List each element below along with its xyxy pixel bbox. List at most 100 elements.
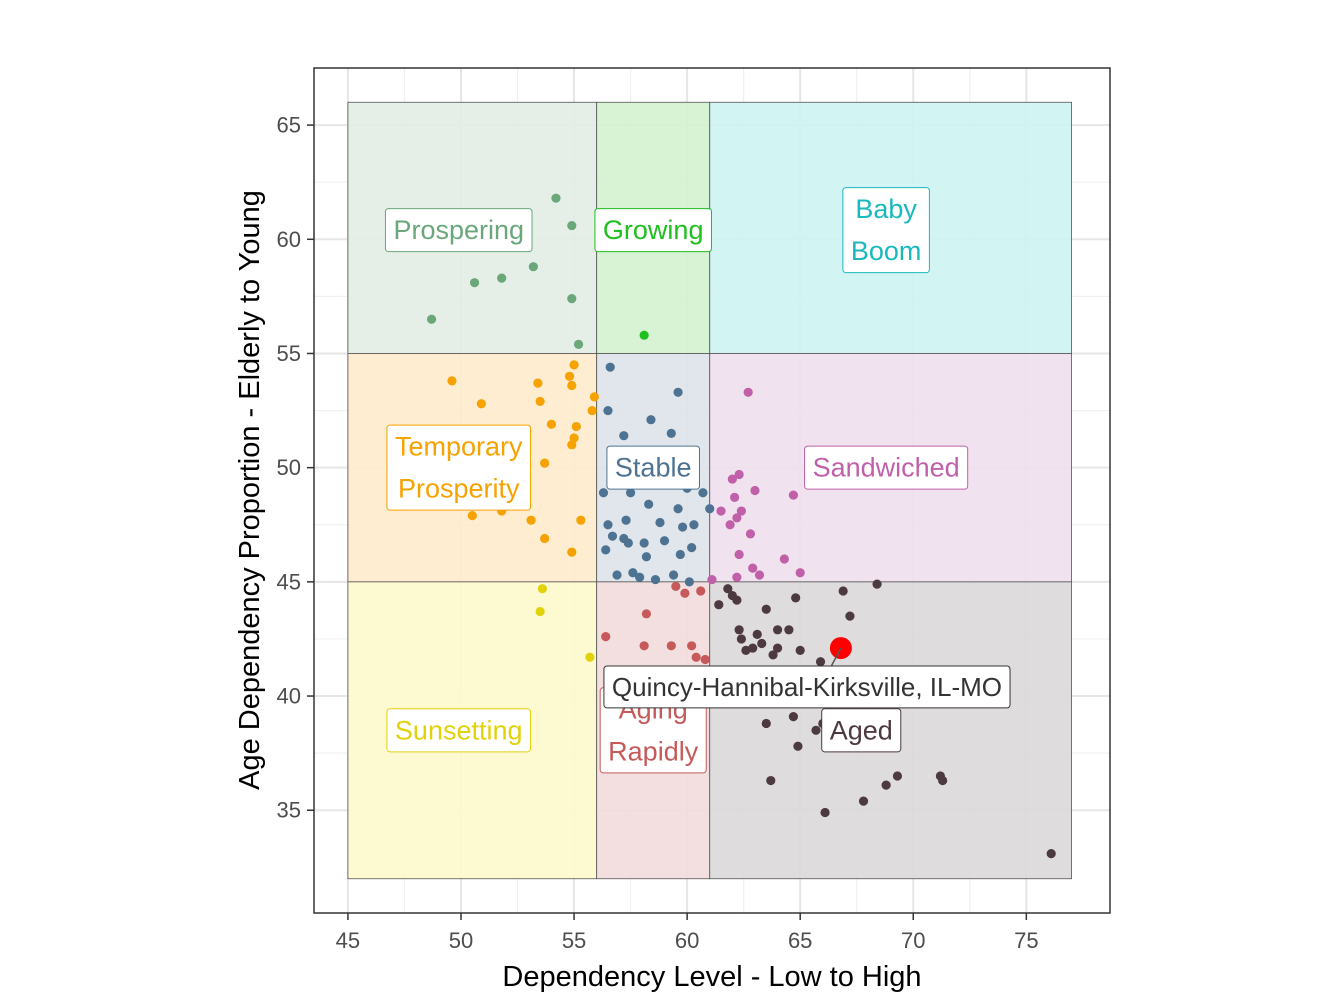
region-label-baby-boom-text: Baby [855,194,917,224]
highlight-label-text: Quincy-Hannibal-Kirksville, IL-MO [612,672,1002,702]
y-tick-label: 55 [277,341,301,366]
point-aged [892,771,903,781]
point-stable [659,536,670,546]
y-tick-label: 45 [277,569,301,594]
x-tick-label: 70 [901,928,925,953]
point-temporary-prosperity [447,376,457,386]
y-tick-label: 50 [277,455,301,480]
point-growing [639,330,649,340]
point-sandwiched [730,492,740,502]
region-label-aged-text: Aged [830,715,893,745]
point-stable [650,574,661,585]
region-label-aged-box [821,708,902,753]
point-stable [603,405,613,416]
x-tick-label: 65 [788,928,812,953]
point-aged [881,780,891,790]
point-sandwiched [748,563,758,573]
x-tick-label: 75 [1014,928,1038,953]
point-temporary-prosperity [569,360,579,370]
region-label-growing-box [594,208,712,253]
point-temporary-prosperity [535,396,545,407]
point-aged [1046,849,1056,859]
point-aged [761,604,771,614]
point-stable [623,538,633,548]
point-aging-rapidly [696,586,706,596]
point-stable [641,552,652,562]
point-aged [768,650,778,660]
x-tick-label: 45 [336,928,360,953]
point-stable [678,522,688,532]
point-temporary-prosperity [540,533,550,544]
point-prospering [567,294,577,304]
region-label-prospering-box [384,208,533,253]
y-tick-label: 60 [277,227,301,252]
x-tick-label: 50 [449,928,473,953]
y-tick-label: 40 [277,684,301,709]
point-stable [673,504,683,514]
region-label-prospering: Prospering [384,208,533,253]
point-aged [795,645,805,655]
point-stable [705,504,715,514]
point-temporary-prosperity [564,371,575,381]
plot-panel-border [313,67,1111,914]
point-aging-rapidly [601,632,611,642]
point-aged [772,625,783,635]
point-prospering [469,278,480,288]
point-sandwiched [716,506,726,516]
point-aged [736,634,746,644]
point-sandwiched [734,469,744,480]
point-aging-rapidly [691,652,701,662]
point-stable [644,499,654,509]
y-tick-label: 65 [277,113,301,138]
region-label-sandwiched: Sandwiched [804,445,969,490]
point-stable [684,577,694,587]
point-temporary-prosperity [567,440,577,450]
point-sandwiched [725,520,735,530]
point-prospering [426,314,437,324]
x-tick-label: 60 [675,928,699,953]
region-label-sunsetting-text: Sunsetting [395,715,523,745]
point-stable [639,538,649,548]
point-stable [698,488,708,498]
point-stable [666,428,676,439]
point-stable [607,531,618,541]
point-temporary-prosperity [476,399,486,409]
point-sandwiched [734,549,744,560]
x-axis-title: Dependency Level - Low to High [502,961,921,993]
point-temporary-prosperity [571,421,581,432]
point-aged [793,741,803,751]
point-prospering [567,220,577,231]
point-aged [791,593,801,603]
point-temporary-prosperity [546,419,557,429]
region-label-prospering-text: Prospering [393,215,524,245]
point-sunsetting [585,652,595,662]
point-aged [732,595,742,605]
point-prospering [573,339,584,349]
point-temporary-prosperity [567,547,577,557]
y-axis-title: Age Dependency Proportion - Elderly to Y… [234,190,266,790]
point-stable [605,362,615,372]
point-sandwiched [707,574,717,585]
region-label-temporary-prosperity: Temporary Prosperity [386,424,532,511]
point-sandwiched [750,485,760,496]
region-labels: Prospering Growing Baby Boom Temporary Prospe… [384,187,1011,774]
point-stable [668,570,679,580]
highlight-label: Quincy-Hannibal-Kirksville, IL-MO [603,665,1011,709]
point-aged [838,586,848,596]
point-aged [845,611,855,621]
point-aged [820,807,830,818]
point-aging-rapidly [700,654,710,665]
point-stable [621,515,631,525]
point-sandwiched [795,568,805,578]
point-stable [646,415,656,425]
point-aged [761,718,771,729]
region-label-baby-boom-box [842,187,930,274]
axes: 45 50 55 60 65 70 75 35 40 45 50 55 60 65 [277,113,1039,953]
point-sandwiched [727,474,737,484]
point-aged [815,657,826,667]
point-aged [784,625,794,635]
point-aged [772,643,783,653]
region-label-temporary-prosperity-text: Temporary [395,432,523,462]
region-label-baby-boom-text: Boom [851,236,922,266]
